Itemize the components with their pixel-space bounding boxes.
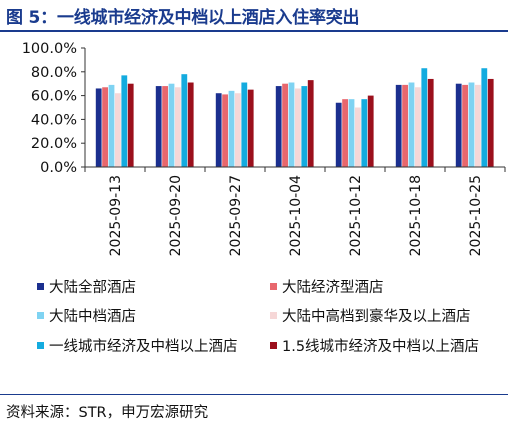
x-tick-label: 2025-09-20 [168,175,184,256]
legend-label: 一线城市经济及中档以上酒店 [49,338,238,355]
bar [115,93,121,167]
legend-label: 大陆中档酒店 [49,308,136,325]
y-tick-label: 0.0% [40,160,77,176]
bar [155,86,162,167]
bar [468,82,475,167]
bar [295,88,301,167]
bar-chart: 0.0% 20.0% 40.0% 60.0% 80.0% 100.0% 2025-09-1… [22,41,506,256]
bar [235,93,241,167]
bar [288,82,295,167]
bar [102,87,108,167]
bar [408,82,415,167]
bar [402,84,408,167]
bar [487,78,494,167]
x-tick-label: 2025-10-12 [348,175,364,256]
y-tick-label: 20.0% [31,136,77,152]
bar [121,75,128,167]
legend-item: 大陆中高档到豪华及以上酒店 [270,302,471,328]
bar [127,83,134,167]
legend-label: 大陆全部酒店 [49,279,136,296]
x-tick-label: 2025-10-25 [468,175,484,256]
bar [475,84,481,167]
bar [355,107,361,167]
x-tick-label: 2025-09-27 [228,175,244,256]
bar [95,88,102,167]
legend-label: 1.5线城市经济及中档以上酒店 [282,338,480,355]
legend-label: 大陆中高档到豪华及以上酒店 [282,308,471,325]
bar [427,78,434,167]
bar [162,86,168,167]
legend-swatch [37,341,44,349]
legend-item: 一线城市经济及中档以上酒店 [37,332,238,358]
bar [275,86,282,167]
footer-rule [0,394,508,395]
legend-item: 大陆经济型酒店 [270,273,384,299]
bar [222,94,228,167]
bar [481,68,488,167]
bar [301,86,308,167]
bar [462,84,468,167]
bar [187,82,194,167]
bar [247,89,254,167]
x-axis: 2025-09-13 2025-09-20 2025-09-27 2025-10-04… [84,166,506,256]
bar [181,74,188,167]
bar [455,83,462,167]
bar [175,87,181,167]
bars [95,68,494,167]
x-tick-label: 2025-09-13 [108,175,124,256]
legend-swatch [270,282,277,290]
y-tick-label: 100.0% [22,41,77,57]
bar [241,82,248,167]
bar [395,84,402,167]
title-rule [0,30,508,32]
legend-item: 1.5线城市经济及中档以上酒店 [270,332,479,358]
bar [367,95,374,167]
legend-swatch [37,311,44,319]
legend-item: 大陆中档酒店 [37,302,136,328]
legend-swatch [270,341,277,349]
bar [215,93,222,167]
bar [415,87,421,167]
bar [348,99,355,167]
y-axis: 0.0% 20.0% 40.0% 60.0% 80.0% 100.0% [22,41,86,176]
bar [421,68,428,167]
bar [361,99,368,167]
bar [168,83,175,167]
bar [228,90,235,167]
source-note: 资料来源：STR，申万宏源研究 [6,405,209,421]
x-tick-label: 2025-10-18 [408,175,424,256]
legend-label: 大陆经济型酒店 [282,279,384,296]
y-tick-label: 80.0% [31,65,77,81]
figure-title: 图 5：一线城市经济及中档以上酒店入住率突出 [6,8,360,28]
y-tick-label: 40.0% [31,112,77,128]
bar [282,83,288,167]
legend-swatch [37,282,44,290]
legend-swatch [270,311,277,319]
bar [342,99,348,167]
bar [108,84,115,167]
x-tick-label: 2025-10-04 [288,175,304,256]
legend-item: 大陆全部酒店 [37,273,136,299]
chart-legend: 大陆全部酒店 大陆经济型酒店大陆中档酒店 大陆中高档到豪华及以上酒店一线城市经济及中… [0,271,508,391]
bar [335,102,342,167]
bar [307,80,314,167]
y-tick-label: 60.0% [31,89,77,105]
